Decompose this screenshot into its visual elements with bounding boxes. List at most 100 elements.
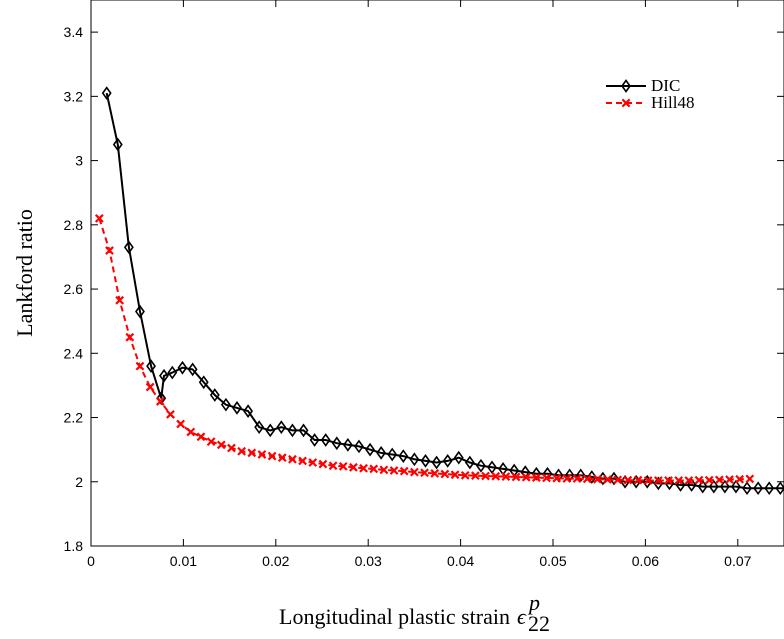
hill48-point bbox=[288, 454, 297, 464]
hill48-point bbox=[379, 465, 389, 475]
dic-point bbox=[320, 433, 331, 447]
hill48-point bbox=[592, 474, 602, 484]
hill48-point bbox=[440, 469, 450, 479]
hill48-point bbox=[277, 453, 287, 463]
dic-point bbox=[442, 454, 453, 468]
x-tick-label: 0.01 bbox=[170, 553, 197, 569]
hill48-point bbox=[572, 474, 582, 483]
x-tick-label: 0.03 bbox=[355, 553, 382, 569]
hill48-point bbox=[105, 246, 114, 255]
hill48-point bbox=[621, 98, 631, 108]
dic-point bbox=[232, 401, 242, 415]
hill48-point bbox=[491, 471, 501, 481]
legend-label: DIC bbox=[651, 76, 680, 95]
hill48-point bbox=[389, 466, 399, 475]
dic-point bbox=[309, 433, 320, 447]
dic-point bbox=[686, 478, 697, 492]
dic-point bbox=[697, 479, 708, 494]
hill48-point bbox=[155, 397, 165, 406]
dic-point bbox=[764, 481, 775, 496]
y-tick-label: 2.8 bbox=[64, 217, 84, 233]
legend-label: Hill48 bbox=[651, 93, 694, 112]
dic-point bbox=[387, 447, 398, 462]
y-tick-label: 2.2 bbox=[64, 410, 84, 426]
hill48-point bbox=[206, 437, 216, 446]
hill48-point bbox=[298, 456, 307, 466]
hill48-point bbox=[125, 332, 135, 342]
hill48-point bbox=[664, 476, 673, 485]
hill48-point bbox=[135, 361, 145, 371]
y-axis-title: Lankford ratio bbox=[12, 209, 37, 337]
hill48-point bbox=[471, 471, 480, 481]
dic-point bbox=[708, 479, 719, 494]
hill48-point bbox=[562, 474, 572, 483]
hill48-point bbox=[653, 476, 663, 485]
dic-point bbox=[146, 359, 157, 374]
dic-point bbox=[243, 404, 254, 418]
dic-point bbox=[354, 439, 364, 454]
hill48-point bbox=[613, 475, 623, 485]
hill48-point bbox=[115, 295, 125, 305]
hill48-point bbox=[694, 475, 704, 485]
hill48-point bbox=[145, 382, 155, 392]
hill48-point bbox=[430, 469, 440, 478]
hill48-point bbox=[481, 471, 490, 481]
dic-point bbox=[276, 420, 287, 435]
x-tick-label: 0.07 bbox=[724, 553, 751, 569]
hill48-point bbox=[247, 448, 257, 458]
hill48-point bbox=[603, 475, 612, 484]
hill48-point bbox=[714, 475, 724, 485]
dic-point bbox=[431, 455, 442, 470]
x-tick-label: 0 bbox=[87, 553, 95, 569]
series-layer bbox=[94, 86, 784, 496]
x-axis-title-subscript: 22 bbox=[528, 611, 550, 636]
dic-point bbox=[531, 466, 542, 481]
y-tick-label: 3.2 bbox=[64, 88, 84, 104]
hill48-point bbox=[511, 472, 521, 482]
hill48-point bbox=[410, 467, 419, 477]
dic-point bbox=[112, 137, 123, 152]
hill48-point bbox=[359, 463, 368, 473]
dic-point bbox=[123, 240, 134, 255]
x-tick-label: 0.02 bbox=[262, 553, 289, 569]
hill48-line bbox=[98, 218, 750, 482]
hill48-point bbox=[216, 440, 226, 450]
hill48-point bbox=[237, 446, 246, 456]
y-tick-label: 2 bbox=[75, 474, 83, 490]
hill48-point bbox=[257, 450, 267, 459]
dic-point bbox=[719, 479, 730, 494]
dic-point bbox=[287, 423, 298, 438]
y-tick-label: 3.4 bbox=[64, 24, 84, 40]
hill48-point bbox=[399, 466, 409, 476]
dic-point bbox=[420, 454, 431, 468]
x-tick-label: 0.06 bbox=[632, 553, 659, 569]
hill48-point bbox=[684, 476, 694, 485]
x-axis-title-superscript: p bbox=[527, 590, 540, 615]
dic-line bbox=[105, 92, 784, 490]
hill48-point bbox=[349, 462, 358, 472]
y-tick-label: 3 bbox=[75, 153, 83, 169]
dic-series bbox=[101, 86, 784, 496]
dic-point bbox=[464, 455, 475, 470]
dic-point bbox=[187, 362, 198, 377]
hill48-point bbox=[196, 432, 206, 442]
hill48-point bbox=[318, 459, 328, 469]
y-tick-label: 2.4 bbox=[64, 345, 84, 361]
x-tick-label: 0.05 bbox=[539, 553, 566, 569]
hill48-point bbox=[531, 473, 541, 482]
dic-point bbox=[298, 423, 309, 438]
hill48-series bbox=[94, 214, 755, 485]
dic-point bbox=[475, 458, 486, 473]
dic-point bbox=[376, 445, 387, 460]
hill48-point bbox=[542, 473, 551, 483]
dic-point bbox=[731, 479, 741, 494]
dic-point bbox=[453, 450, 464, 465]
hill48-point bbox=[176, 419, 186, 429]
dic-point bbox=[198, 375, 209, 390]
hill48-point bbox=[186, 427, 196, 437]
hill48-point bbox=[308, 458, 318, 467]
dic-point bbox=[254, 420, 265, 435]
dic-point bbox=[331, 436, 342, 451]
hill48-point bbox=[582, 474, 592, 484]
hill48-point bbox=[166, 409, 175, 419]
